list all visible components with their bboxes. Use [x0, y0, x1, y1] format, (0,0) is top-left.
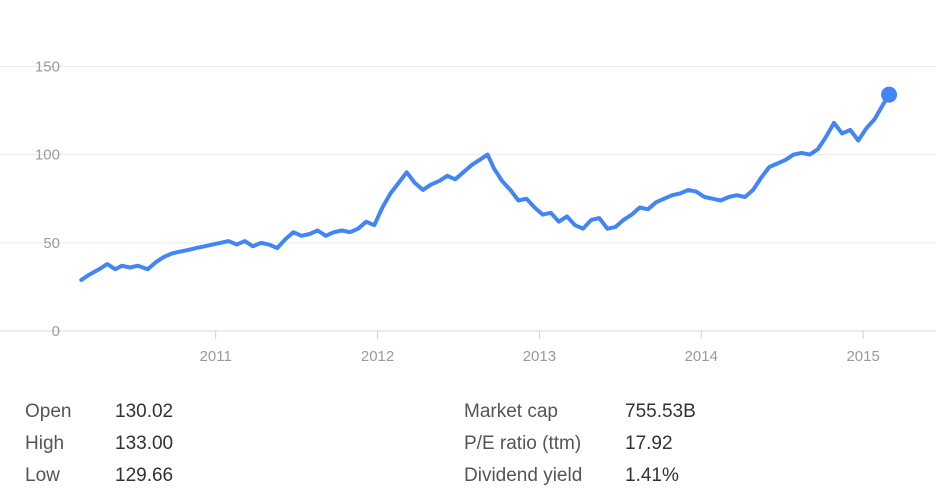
y-tick-label: 150: [35, 58, 60, 75]
stat-row-low: Low 129.66: [25, 460, 173, 492]
stat-value: 755.53B: [625, 401, 696, 422]
stats-left-column: Open 130.02 High 133.00 Low 129.66: [25, 396, 173, 492]
stock-price-chart: 0 50 100 150 2011 2012 2013 2014 2015: [0, 58, 936, 365]
stat-row-market-cap: Market cap 755.53B: [464, 396, 696, 428]
stat-row-high: High 133.00: [25, 428, 173, 460]
x-tick-label: 2014: [685, 348, 718, 365]
stats-right-column: Market cap 755.53B P/E ratio (ttm) 17.92 D…: [464, 396, 696, 492]
stat-label: Low: [25, 465, 60, 486]
last-price-marker: [881, 86, 898, 103]
stat-label: Market cap: [464, 401, 558, 422]
stat-row-pe-ratio: P/E ratio (ttm) 17.92: [464, 428, 696, 460]
stat-label: High: [25, 433, 65, 454]
stat-value: 17.92: [625, 433, 673, 454]
stat-label: Dividend yield: [464, 465, 583, 486]
stat-row-dividend-yield: Dividend yield 1.41%: [464, 460, 696, 492]
stat-row-open: Open 130.02: [25, 396, 173, 428]
stat-label: Open: [25, 401, 72, 422]
x-tick-label: 2012: [361, 348, 394, 365]
y-tick-label: 100: [35, 147, 60, 164]
stat-value: 133.00: [115, 433, 174, 454]
y-tick-label: 50: [43, 235, 60, 252]
x-tick-label: 2011: [200, 348, 232, 365]
x-tick-label: 2015: [846, 348, 879, 365]
price-series-line: [79, 92, 892, 282]
stat-value: 1.41%: [625, 465, 679, 486]
stat-label: P/E ratio (ttm): [464, 433, 582, 454]
y-tick-label: 0: [52, 323, 60, 340]
x-tick-label: 2013: [523, 348, 556, 365]
stat-value: 129.66: [115, 465, 174, 486]
stat-value: 130.02: [115, 401, 174, 422]
